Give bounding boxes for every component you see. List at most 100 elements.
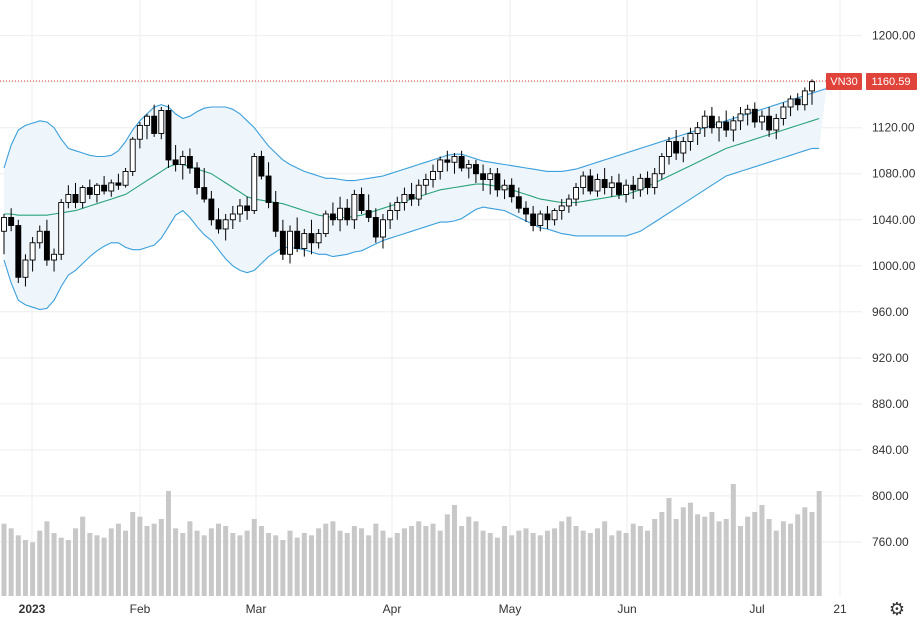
volume-bar [244,530,250,596]
candle-body [115,182,122,186]
candle [408,182,415,206]
x-tick-label: Feb [130,602,151,616]
candle [487,167,494,195]
candle [144,113,150,140]
y-tick-label: 1200.00 [872,29,916,43]
candle-body [801,90,808,106]
volume-bar [559,521,565,596]
candle [751,102,758,128]
candle-body [186,156,193,169]
candle-body [365,210,372,218]
candle-body [201,187,208,200]
last-price-badge-bg [866,73,917,91]
candle-body [380,219,386,238]
candle-body [308,233,315,244]
candle-body [22,259,29,278]
candle [658,153,665,180]
candle-body [437,159,444,172]
volume-bar [509,535,515,596]
volume-bar [237,535,243,596]
candle [794,93,801,111]
candle-body [301,233,308,249]
volume-bar [702,516,708,596]
last-price-label: 1160.59 [872,76,911,88]
candle-body [422,179,429,186]
candle [558,199,565,220]
candle [151,104,158,137]
volume-bar [444,514,450,596]
volume-bar [494,537,500,596]
candle-body [344,207,351,221]
volume-bar [187,521,193,596]
volume-bar [280,540,286,596]
candle [51,248,58,272]
candle [79,185,86,209]
volume-bar [137,516,143,596]
volume-bar [552,528,558,596]
candle-body [86,187,93,195]
candle-body [508,184,515,198]
candle [730,116,737,142]
candle [623,179,630,203]
candle-body [694,127,701,134]
candle-body [65,193,72,203]
candle [458,150,465,172]
x-tick-label: Jun [617,602,636,616]
candle [222,214,229,241]
candle [58,199,65,261]
symbol-label: VN30 [830,76,858,88]
candle [337,196,344,232]
volume-bar [709,512,715,596]
volume-bar [287,530,293,596]
candle-body [451,156,458,163]
volume-bar [266,533,272,596]
candle [787,95,794,117]
candle-body [723,121,730,131]
volume-bar [108,528,114,596]
candle [801,87,808,111]
candle [594,173,601,197]
candle [122,167,129,188]
candle [301,228,308,257]
candle-body [472,164,479,175]
volume-bar [673,519,679,596]
candle-body [658,156,665,175]
candle [601,167,608,195]
volume-bar [208,528,214,596]
candle-body [329,213,336,221]
volume-bar [773,530,779,596]
candle-body [265,175,272,203]
candle [22,254,29,287]
candle [580,171,587,195]
candle [179,150,186,180]
candle-body [780,106,787,119]
volume-bar [530,533,536,596]
candle-body [222,219,229,230]
candle-body [787,98,794,108]
candle [129,136,136,177]
volume-bar [780,521,786,596]
candle [358,187,365,215]
candle-body [523,207,529,215]
candle-body [172,159,179,165]
volume-bar [437,530,443,596]
candle [415,179,422,206]
volume-bar [180,533,186,596]
candle [565,194,572,213]
candle [666,136,672,165]
candle-body [158,110,165,134]
candle [444,150,451,172]
candle [115,173,122,190]
candle-body [716,121,722,129]
volume-bar [373,523,379,596]
candle-body [215,219,222,230]
candle-body [608,182,615,188]
candle [365,194,372,223]
volume-bar [623,533,629,596]
candle-body [644,177,651,188]
gear-icon[interactable]: ⚙ [888,599,906,619]
candle-body [237,205,243,215]
volume-bar [666,498,672,596]
candle [694,121,701,145]
